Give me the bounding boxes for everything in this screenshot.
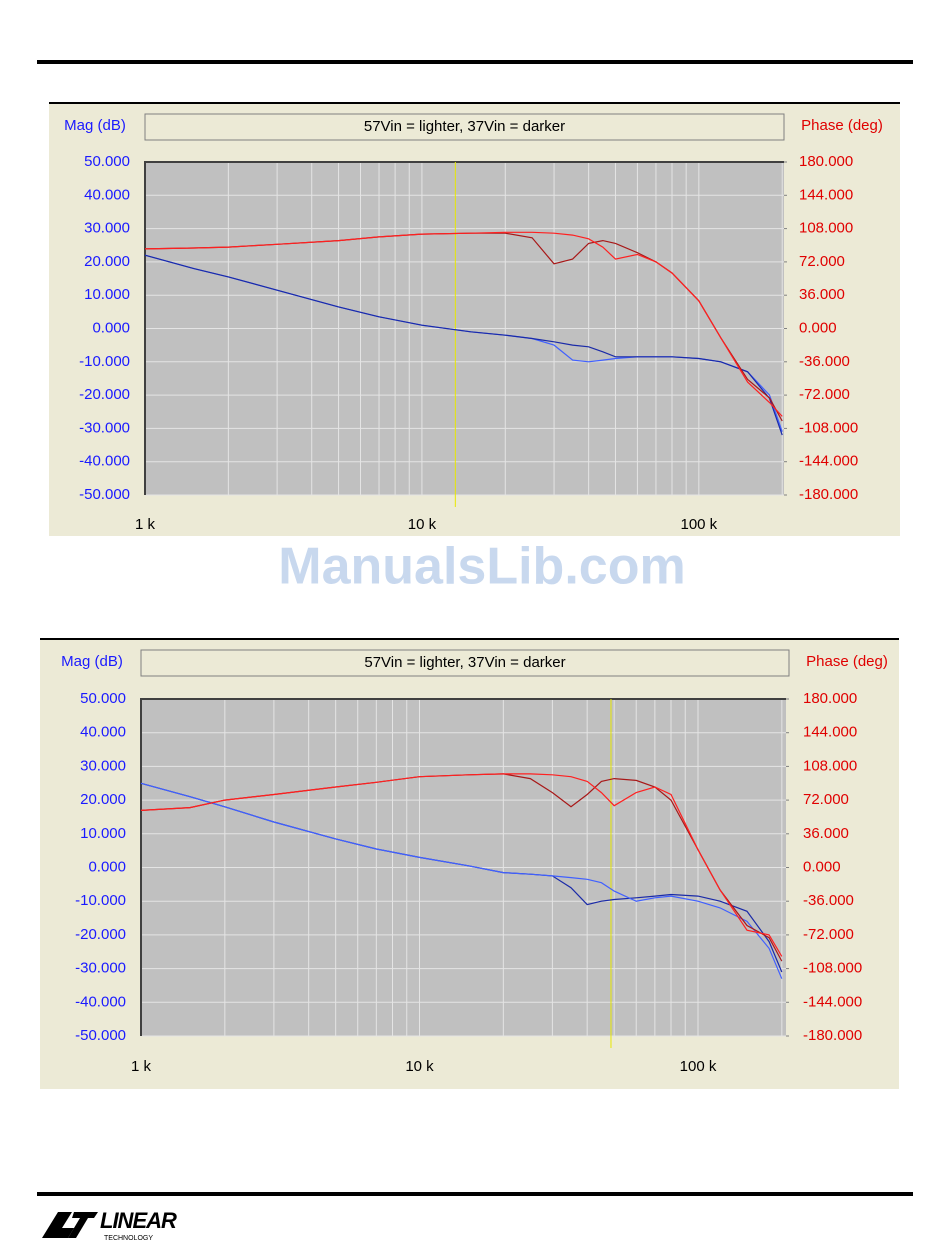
y2-tick-label: -180.000	[799, 486, 858, 503]
y-tick-label: 0.000	[88, 858, 126, 875]
logo-mark	[68, 1212, 98, 1238]
series-line	[144, 231, 783, 417]
y2-tick-label: 0.000	[799, 319, 837, 336]
title-box	[140, 649, 790, 677]
series-line	[140, 773, 783, 957]
y-tick-label: 40.000	[80, 724, 126, 741]
bottom-rule	[37, 1192, 913, 1196]
series-line	[144, 254, 783, 436]
series-line	[140, 782, 783, 979]
y-tick-label: 50.000	[84, 153, 130, 170]
y-tick-label: -30.000	[75, 960, 126, 977]
y-axis-label: Mag (dB)	[61, 653, 123, 670]
y2-tick-label: 0.000	[803, 858, 841, 875]
y2-tick-label: -108.000	[803, 960, 862, 977]
y-tick-label: 10.000	[80, 825, 126, 842]
y2-tick-label: 108.000	[799, 220, 853, 237]
logo-subtext: TECHNOLOGY	[104, 1235, 153, 1242]
y2-tick-label: 108.000	[803, 757, 857, 774]
y2-tick-label: -180.000	[803, 1027, 862, 1044]
x-tick-label: 100 k	[680, 516, 717, 533]
y2-tick-label: -72.000	[803, 926, 854, 943]
x-tick-label: 10 k	[408, 516, 437, 533]
y-tick-label: 0.000	[92, 319, 130, 336]
y2-axis-label: Phase (deg)	[806, 653, 888, 670]
plot-border	[144, 161, 784, 495]
y-tick-label: 30.000	[80, 757, 126, 774]
y-tick-label: -10.000	[75, 892, 126, 909]
chart-title: 57Vin = lighter, 37Vin = darker	[364, 118, 565, 135]
chart-title: 57Vin = lighter, 37Vin = darker	[364, 654, 565, 671]
y2-tick-label: -144.000	[803, 993, 862, 1010]
y2-tick-label: -108.000	[799, 419, 858, 436]
y2-tick-label: -36.000	[799, 353, 850, 370]
y-tick-label: 30.000	[84, 220, 130, 237]
y2-tick-label: 72.000	[803, 791, 849, 808]
y-tick-label: -10.000	[79, 353, 130, 370]
watermark: ManualsLib.com	[278, 538, 685, 596]
y2-tick-label: 36.000	[803, 825, 849, 842]
y-tick-label: 20.000	[80, 791, 126, 808]
x-tick-label: 10 k	[405, 1058, 434, 1075]
logo-mark	[42, 1212, 74, 1238]
y-axis-label: Mag (dB)	[64, 117, 126, 134]
y-tick-label: -50.000	[79, 486, 130, 503]
y-tick-label: 50.000	[80, 690, 126, 707]
logo-text: LINEAR	[100, 1208, 177, 1233]
plot-border	[140, 698, 786, 1036]
title-box	[144, 113, 785, 141]
y-tick-label: -50.000	[75, 1027, 126, 1044]
x-tick-label: 1 k	[131, 1058, 152, 1075]
y2-tick-label: 36.000	[799, 286, 845, 303]
y-tick-label: 10.000	[84, 286, 130, 303]
y2-tick-label: 72.000	[799, 253, 845, 270]
y-tick-label: -40.000	[79, 453, 130, 470]
y-tick-label: -40.000	[75, 993, 126, 1010]
y-tick-label: -30.000	[79, 419, 130, 436]
y2-tick-label: -72.000	[799, 386, 850, 403]
y-tick-label: 20.000	[84, 253, 130, 270]
y2-tick-label: 144.000	[799, 186, 853, 203]
y-tick-label: 40.000	[84, 186, 130, 203]
y2-tick-label: 144.000	[803, 724, 857, 741]
y2-tick-label: -36.000	[803, 892, 854, 909]
x-tick-label: 100 k	[680, 1058, 717, 1075]
top-rule	[37, 60, 913, 64]
y2-axis-label: Phase (deg)	[801, 117, 883, 134]
y2-tick-label: 180.000	[803, 690, 857, 707]
y2-tick-label: -144.000	[799, 453, 858, 470]
y2-tick-label: 180.000	[799, 153, 853, 170]
y-tick-label: -20.000	[79, 386, 130, 403]
y-tick-label: -20.000	[75, 926, 126, 943]
x-tick-label: 1 k	[135, 516, 156, 533]
